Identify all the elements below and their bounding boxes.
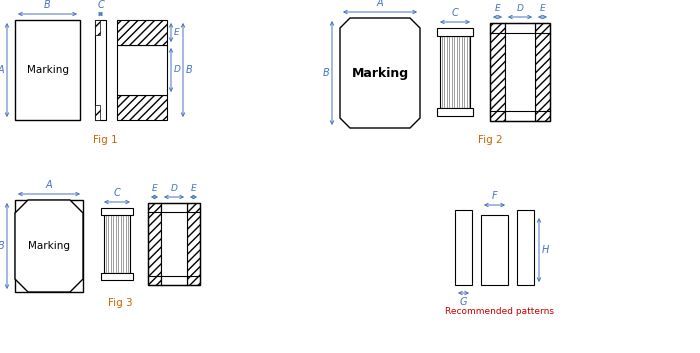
Bar — [95, 20, 100, 35]
Bar — [505, 23, 535, 121]
Bar — [15, 200, 83, 292]
Text: A: A — [377, 0, 384, 8]
Text: D: D — [171, 184, 177, 193]
Bar — [187, 203, 200, 285]
Bar — [101, 208, 133, 215]
Bar — [117, 20, 167, 45]
Text: B: B — [186, 65, 193, 75]
Text: B: B — [0, 241, 4, 251]
Polygon shape — [340, 18, 420, 128]
Text: E: E — [174, 28, 180, 37]
Text: B: B — [322, 68, 329, 78]
Text: Marking: Marking — [27, 65, 69, 75]
Text: D: D — [174, 66, 181, 74]
Text: B: B — [44, 0, 51, 10]
Text: Recommended patterns: Recommended patterns — [445, 307, 554, 316]
Bar — [117, 45, 167, 95]
Bar — [15, 20, 80, 120]
Text: H: H — [542, 245, 550, 255]
Bar — [535, 23, 550, 121]
Bar — [161, 203, 187, 285]
Bar — [148, 203, 161, 285]
Bar — [95, 20, 106, 120]
Bar — [517, 210, 534, 285]
Text: E: E — [495, 4, 500, 13]
Text: G: G — [460, 297, 468, 307]
Text: Fig 1: Fig 1 — [92, 135, 118, 145]
Bar — [481, 215, 508, 285]
Text: E: E — [540, 4, 545, 13]
Text: Fig 3: Fig 3 — [108, 298, 132, 308]
Text: A: A — [46, 180, 52, 190]
Text: C: C — [452, 8, 458, 18]
Bar — [455, 210, 472, 285]
Text: C: C — [97, 0, 104, 10]
Text: D: D — [517, 4, 524, 13]
Bar — [440, 36, 470, 108]
Text: Fig 2: Fig 2 — [477, 135, 503, 145]
Bar — [490, 23, 550, 121]
Bar — [437, 28, 473, 36]
Bar — [117, 95, 167, 120]
Bar — [490, 23, 505, 121]
Text: F: F — [491, 191, 497, 201]
Text: Marking: Marking — [28, 241, 70, 251]
Text: Marking: Marking — [351, 66, 409, 79]
Text: E: E — [190, 184, 197, 193]
Text: E: E — [152, 184, 158, 193]
Bar — [101, 273, 133, 280]
Bar — [104, 215, 130, 273]
Bar — [148, 203, 200, 285]
Text: A: A — [0, 65, 4, 75]
Text: C: C — [113, 188, 120, 198]
Bar — [95, 105, 100, 120]
Bar — [437, 108, 473, 116]
Polygon shape — [15, 200, 83, 292]
